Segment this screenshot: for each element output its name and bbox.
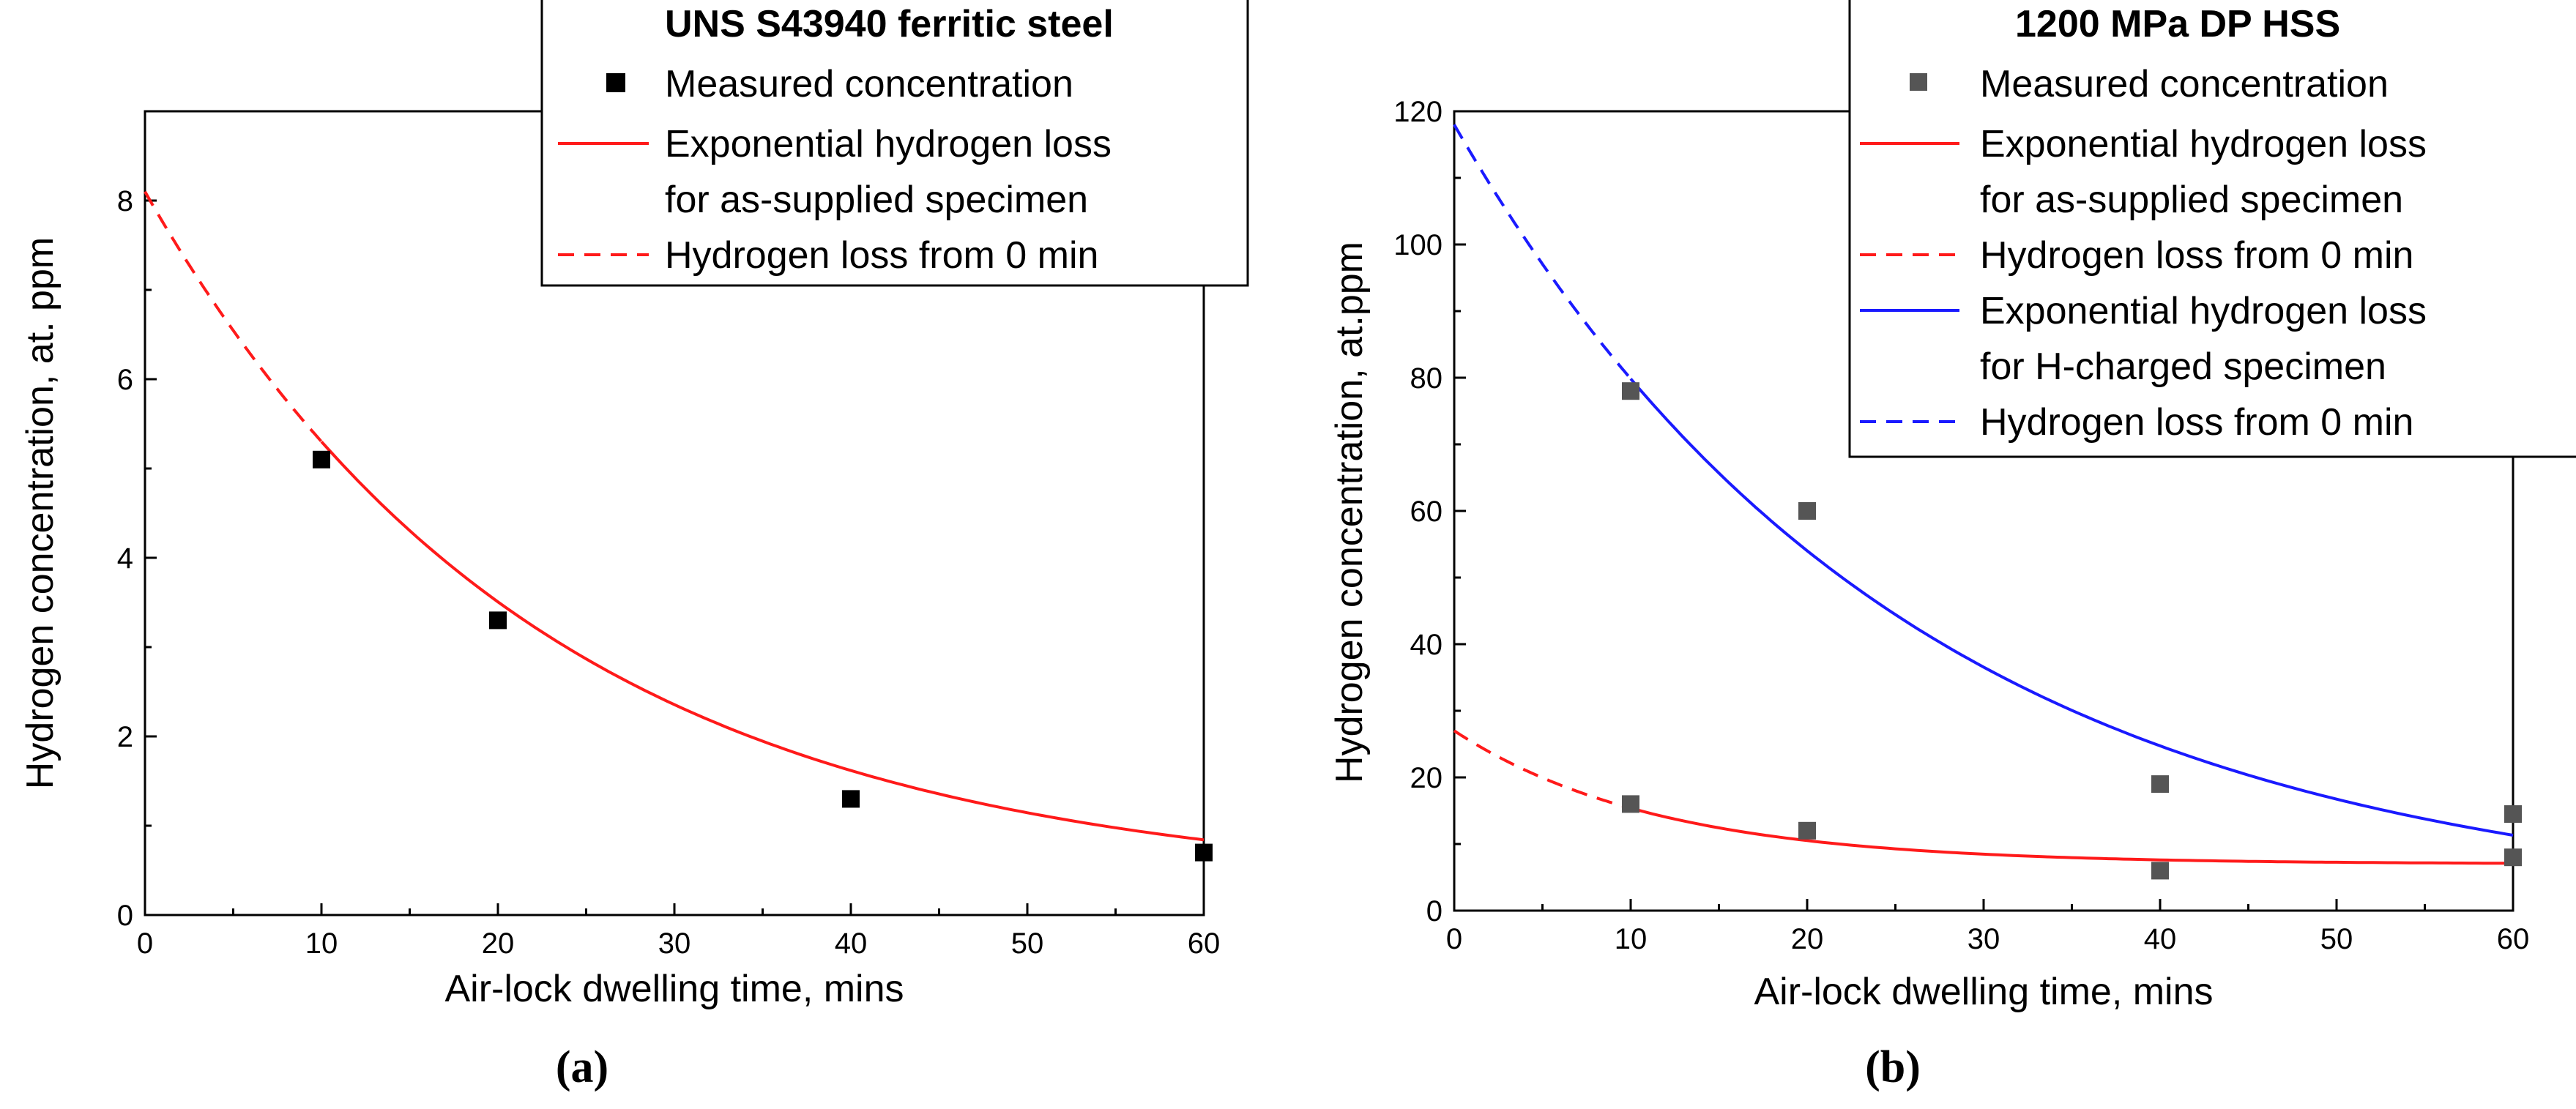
panel-b-curve-1-solid bbox=[1630, 807, 2513, 865]
panel-b-x-tick-label: 0 bbox=[1446, 923, 1462, 955]
panel-a-caption: (a) bbox=[556, 1042, 608, 1092]
panel-a-y-axis-label: Hydrogen concentration, at. ppm bbox=[19, 237, 62, 789]
panel-b-legend-entry-blue-exp-line1: Exponential hydrogen loss bbox=[1980, 290, 2427, 332]
panel-b-legend: 1200 MPa DP HSS Measured concentration E… bbox=[1848, 0, 2576, 458]
panel-b-x-axis-label: Air-lock dwelling time, mins bbox=[1754, 971, 2213, 1013]
panel-b-curve-0-solid bbox=[1629, 378, 2514, 837]
panel-a-y-tick-label: 8 bbox=[117, 185, 133, 217]
panel-b-legend-box bbox=[1848, 0, 2576, 458]
panel-b-x-tick-label: 40 bbox=[2144, 923, 2177, 955]
panel-b-legend-marker-swatch bbox=[1910, 73, 1927, 91]
panel-a-x-tick-label: 20 bbox=[482, 927, 515, 960]
panel-a-legend-marker-swatch bbox=[606, 73, 625, 92]
panel-b-data-point bbox=[1798, 821, 1816, 840]
panel-b-curve-0-dashed bbox=[1453, 124, 1632, 380]
panel-b-data-point bbox=[1798, 502, 1816, 520]
panel-a-data-point bbox=[489, 611, 507, 630]
panel-a-data-point bbox=[313, 450, 330, 468]
panel-a-data-point bbox=[1195, 843, 1213, 862]
panel-b-legend-entry-red-from0: Hydrogen loss from 0 min bbox=[1980, 234, 2413, 277]
panel-b-caption: (b) bbox=[1865, 1042, 1921, 1092]
panel-b-legend-entry-red-exp-line2: for as-supplied specimen bbox=[1980, 179, 2403, 221]
panel-b-x-tick-label: 10 bbox=[1615, 923, 1648, 955]
panel-b-data-point bbox=[1622, 795, 1639, 813]
panel-a-curve-0-solid bbox=[320, 440, 1205, 842]
panel-b-legend-entry-blue-from0: Hydrogen loss from 0 min bbox=[1980, 401, 2413, 444]
panel-b-y-tick-label: 0 bbox=[1426, 895, 1443, 927]
panel-b-y-axis-label: Hydrogen concentration, at.ppm bbox=[1328, 242, 1371, 783]
panel-b-x-tick-label: 60 bbox=[2497, 923, 2530, 955]
panel-b-y-tick-label: 120 bbox=[1393, 96, 1443, 128]
panel-b-data-point bbox=[1622, 382, 1639, 400]
panel-b-y-tick-label: 60 bbox=[1410, 496, 1443, 528]
panel-b-x-tick-label: 50 bbox=[2320, 923, 2353, 955]
panel-b-y-tick-label: 40 bbox=[1410, 629, 1443, 661]
panel-b-data-point bbox=[2504, 848, 2522, 867]
panel-a-y-tick-label: 4 bbox=[117, 542, 133, 575]
panel-a-chart: 0 10 20 30 40 50 60 0 2 4 6 8 Air-lock dwelling tim… bbox=[19, 0, 1249, 1092]
panel-a-data-point bbox=[842, 790, 860, 808]
panel-b-legend-entry-measured: Measured concentration bbox=[1980, 63, 2389, 105]
panel-a-x-tick-label: 30 bbox=[658, 927, 691, 960]
panel-a-legend-entry-from0: Hydrogen loss from 0 min bbox=[665, 234, 1098, 277]
panel-b-data-point bbox=[2151, 862, 2169, 880]
panel-b-y-tick-label: 80 bbox=[1410, 362, 1443, 395]
panel-b-y-tick-label: 100 bbox=[1393, 229, 1443, 261]
panel-a-legend-box bbox=[540, 0, 1249, 287]
panel-a-x-tick-label: 60 bbox=[1188, 927, 1221, 960]
panel-a-legend-entry-exp-line2: for as-supplied specimen bbox=[665, 179, 1088, 221]
panel-a-legend-entry-measured: Measured concentration bbox=[665, 63, 1073, 105]
panel-b-data-point bbox=[2151, 775, 2169, 794]
panel-a-legend-title: UNS S43940 ferritic steel bbox=[665, 3, 1114, 45]
panel-a-y-tick-label: 2 bbox=[117, 721, 133, 753]
panel-a-x-tick-label: 10 bbox=[305, 927, 338, 960]
panel-a-curve-0-dashed bbox=[144, 190, 323, 443]
panel-b-data-point bbox=[2504, 805, 2522, 824]
panel-b-curve-1-dashed bbox=[1453, 729, 1631, 810]
panel-b-legend-entry-blue-exp-line2: for H-charged specimen bbox=[1980, 346, 2386, 388]
panel-a-legend-entry-exp-line1: Exponential hydrogen loss bbox=[665, 123, 1112, 165]
panel-b-y-tick-label: 20 bbox=[1410, 762, 1443, 794]
panel-b-chart: 0 10 20 30 40 50 60 0 20 40 60 80 100 120 Air-lock dw… bbox=[1328, 0, 2576, 1092]
panel-a-x-tick-label: 50 bbox=[1011, 927, 1044, 960]
panel-a-x-tick-label: 0 bbox=[137, 927, 153, 960]
panel-b-x-tick-label: 20 bbox=[1791, 923, 1824, 955]
panel-a-x-axis-label: Air-lock dwelling time, mins bbox=[444, 968, 904, 1010]
panel-b-legend-title: 1200 MPa DP HSS bbox=[2015, 3, 2340, 45]
panel-b-legend-entry-red-exp-line1: Exponential hydrogen loss bbox=[1980, 123, 2427, 165]
panel-b-x-tick-label: 30 bbox=[1968, 923, 2000, 955]
panel-a-y-tick-label: 6 bbox=[117, 364, 133, 396]
panel-a-x-tick-label: 40 bbox=[835, 927, 868, 960]
panel-a-legend: UNS S43940 ferritic steel Measured conce… bbox=[540, 0, 1249, 287]
panel-a-y-tick-label: 0 bbox=[117, 900, 133, 932]
